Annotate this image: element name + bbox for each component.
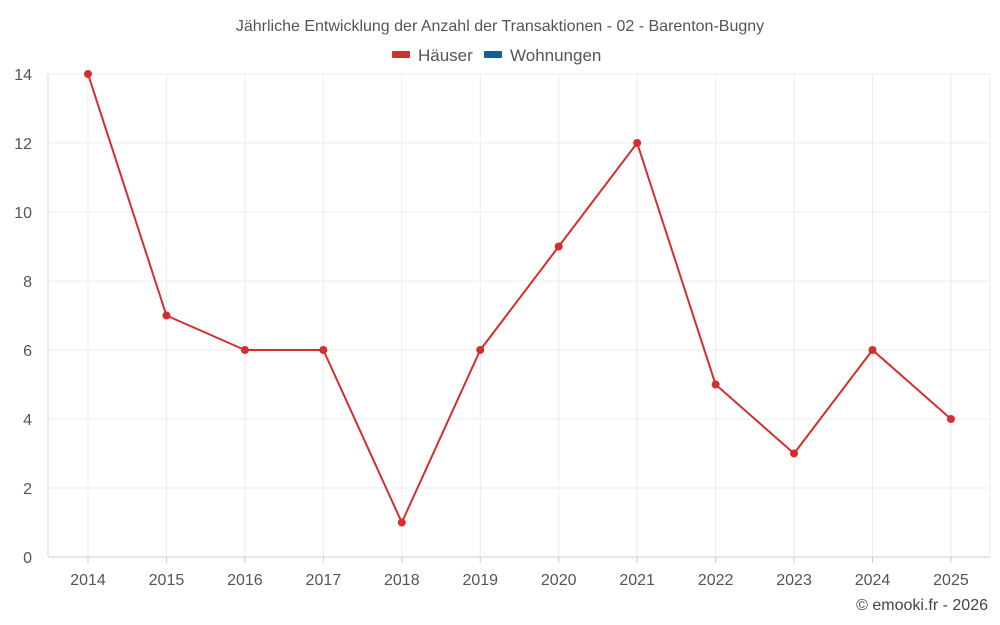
x-axis: 2014 2015 2016 2017 2018 2019 2020 2021 2022 2023… xyxy=(48,556,990,589)
y-tick-label: 14 xyxy=(14,67,32,84)
x-tick-label: 2023 xyxy=(776,572,812,589)
data-point[interactable] xyxy=(554,242,563,251)
y-tick-label: 6 xyxy=(23,343,32,360)
legend-label-wohnungen: Wohnungen xyxy=(510,46,601,65)
x-tick-label: 2022 xyxy=(698,572,734,589)
series-layer xyxy=(84,70,955,527)
series-line xyxy=(87,73,952,524)
y-tick-label: 12 xyxy=(14,136,32,153)
y-tick-label: 2 xyxy=(23,481,32,498)
data-point[interactable] xyxy=(711,380,720,389)
x-tick-label: 2014 xyxy=(70,572,106,589)
legend: Häuser Wohnungen xyxy=(392,46,601,65)
data-point[interactable] xyxy=(240,346,249,354)
x-tick-label: 2019 xyxy=(462,572,498,589)
data-point[interactable] xyxy=(790,449,799,458)
y-tick-label: 8 xyxy=(23,274,32,291)
legend-label-haeuser: Häuser xyxy=(418,46,473,65)
x-tick-label: 2025 xyxy=(933,572,969,589)
y-tick-label: 10 xyxy=(14,205,32,222)
data-point[interactable] xyxy=(476,346,485,354)
data-point[interactable] xyxy=(319,346,328,354)
gridlines xyxy=(48,73,991,557)
x-tick-label: 2024 xyxy=(855,572,891,589)
data-point[interactable] xyxy=(84,70,92,78)
y-tick-label: 4 xyxy=(23,412,32,429)
legend-item-haeuser[interactable]: Häuser xyxy=(392,46,473,65)
x-tick-label: 2015 xyxy=(149,572,185,589)
x-tick-label: 2021 xyxy=(619,572,655,589)
data-point[interactable] xyxy=(633,139,642,147)
legend-item-wohnungen[interactable]: Wohnungen xyxy=(484,46,601,65)
x-tick-label: 2020 xyxy=(541,572,577,589)
chart-title: Jährliche Entwicklung der Anzahl der Tra… xyxy=(236,18,764,35)
y-axis: 0 2 4 6 8 10 12 14 xyxy=(14,67,49,567)
x-tick-label: 2017 xyxy=(306,572,342,589)
credit-text: © emooki.fr - 2026 xyxy=(856,597,988,614)
x-tick-label: 2018 xyxy=(384,572,420,589)
data-point[interactable] xyxy=(162,311,171,320)
x-tick-label: 2016 xyxy=(227,572,263,589)
data-point[interactable] xyxy=(946,415,955,423)
legend-swatch-wohnungen xyxy=(484,51,502,58)
legend-swatch-haeuser xyxy=(392,51,410,58)
data-point[interactable] xyxy=(868,346,877,354)
y-tick-label: 0 xyxy=(23,550,32,567)
data-point[interactable] xyxy=(397,518,406,527)
